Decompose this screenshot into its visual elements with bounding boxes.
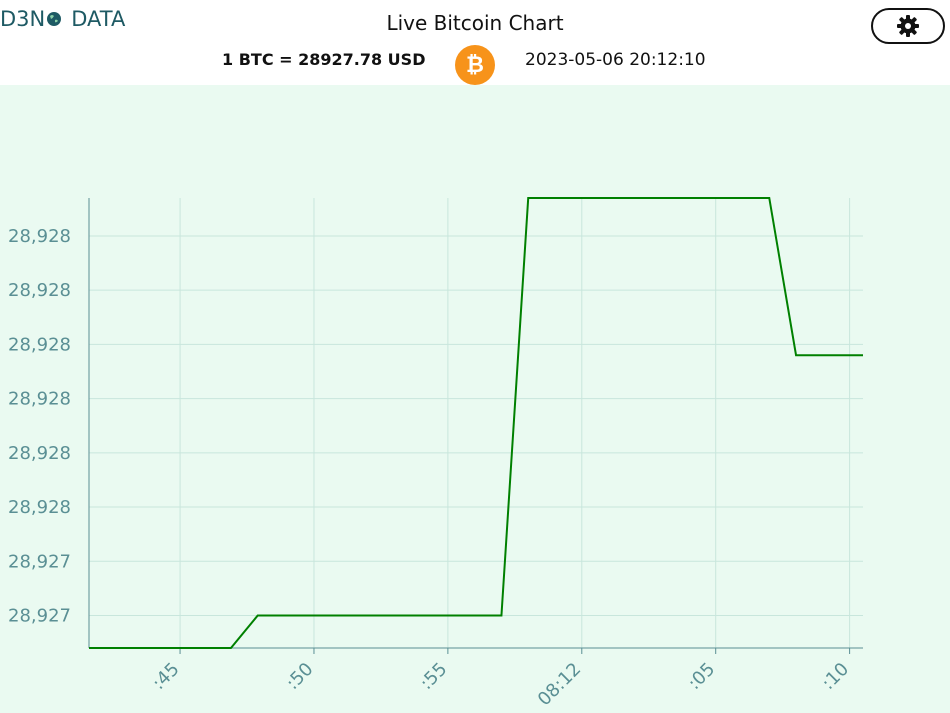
y-tick-label: 28,928 xyxy=(8,443,71,464)
x-tick-label: :10 xyxy=(818,659,853,694)
y-tick-label: 28,928 xyxy=(8,226,71,247)
gear-icon xyxy=(897,15,919,37)
logo-text-right: DATA xyxy=(71,7,126,31)
globe-icon xyxy=(47,12,62,26)
y-tick-label: 28,928 xyxy=(8,280,71,301)
settings-button[interactable] xyxy=(871,8,945,44)
y-tick-label: 28,927 xyxy=(8,605,71,626)
x-tick-label: :05 xyxy=(684,659,719,694)
page-title: Live Bitcoin Chart xyxy=(386,11,564,35)
brand-logo[interactable]: D3N DATA xyxy=(0,7,125,31)
y-tick-label: 28,927 xyxy=(8,551,71,572)
y-tick-label: 28,928 xyxy=(8,497,71,518)
price-timestamp: 2023-05-06 20:12:10 xyxy=(525,50,706,70)
x-tick-label: :55 xyxy=(416,659,451,694)
y-tick-label: 28,928 xyxy=(8,334,71,355)
x-tick-label: :50 xyxy=(282,659,317,694)
bitcoin-icon: ₿ xyxy=(455,45,495,85)
btc-price: 1 BTC = 28927.78 USD xyxy=(222,50,426,69)
header-bar: D3N DATA Live Bitcoin Chart 1 BTC = 2892… xyxy=(0,0,950,85)
y-tick-label: 28,928 xyxy=(8,389,71,410)
price-line xyxy=(89,197,863,649)
x-tick-label: :45 xyxy=(148,659,183,694)
price-chart: 28,928 28,928 28,928 28,928 28,928 28,928 28,9… xyxy=(8,197,863,711)
x-tick-label: 08:12 xyxy=(534,659,586,711)
logo-text-left: D3N xyxy=(0,7,46,31)
chart-area: 28,928 28,928 28,928 28,928 28,928 28,928 28,9… xyxy=(0,85,950,713)
